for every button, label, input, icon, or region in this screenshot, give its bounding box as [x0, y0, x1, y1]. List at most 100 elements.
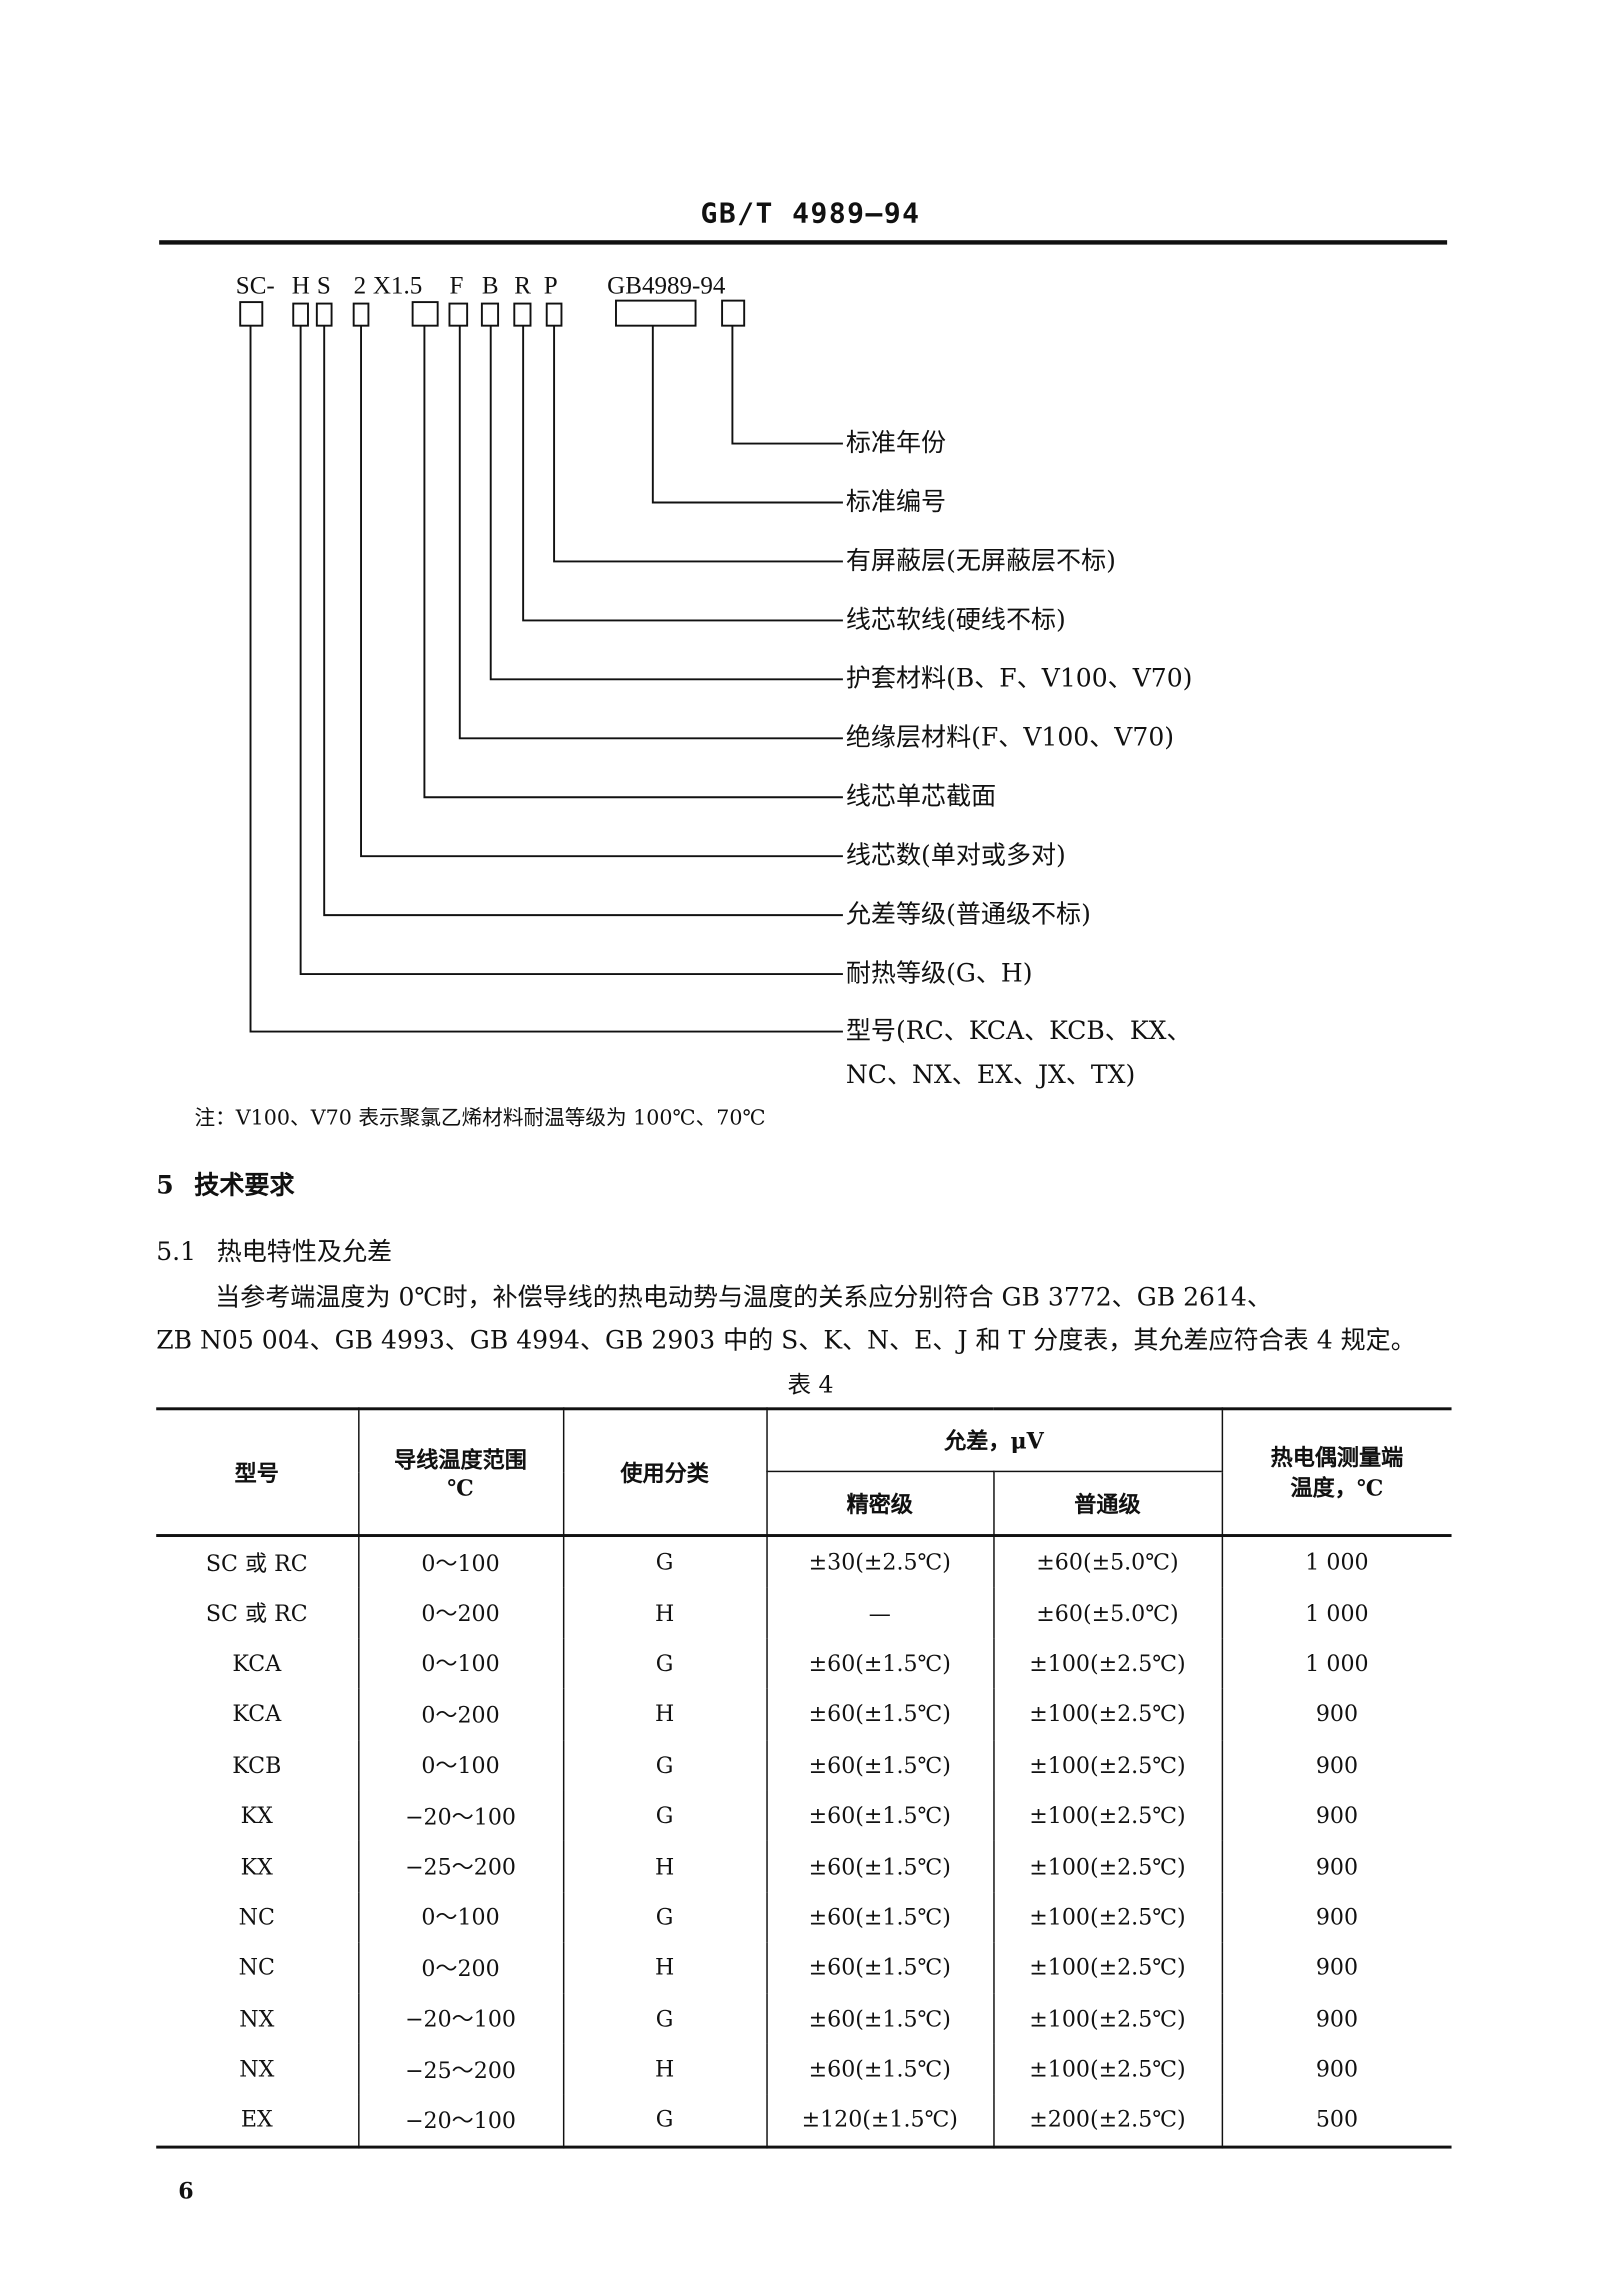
header-tc-temp: 热电偶测量端 温度，℃ [1220, 1408, 1452, 1536]
header-usage: 使用分类 [562, 1408, 768, 1536]
code-box [480, 302, 500, 327]
table-cell: SC 或 RC [156, 1535, 359, 1588]
table-cell: H [562, 1841, 768, 1892]
table-row: NX −25～200 H ±60(±1.5℃) ±100(±2.5℃) 900 [156, 2043, 1452, 2095]
section-title: 热电特性及允差 [216, 1237, 393, 1268]
code-box [615, 299, 697, 327]
table-row: NC 0～200 H ±60(±1.5℃) ±100(±2.5℃) 900 [156, 1942, 1452, 1994]
table-cell: ±60(±1.5℃) [765, 1891, 994, 1943]
code-part: GB4989-94 [607, 271, 726, 300]
table-cell: NC [156, 1891, 359, 1943]
table-cell: 900 [1220, 1739, 1452, 1791]
diagram-label: 有屏蔽层(无屏蔽层不标) [845, 546, 1116, 577]
table-cell: 900 [1220, 1689, 1452, 1740]
table-cell: ±100(±2.5℃) [992, 1739, 1223, 1791]
table-cell: G [562, 2094, 768, 2147]
table-cell: 0～100 [357, 1535, 564, 1588]
table-cell: 1 000 [1220, 1535, 1452, 1588]
table-cell: 1 000 [1220, 1587, 1452, 1639]
paragraph-line: ZB N05 004、GB 4993、GB 4994、GB 2903 中的 S、… [156, 1326, 1416, 1356]
code-part: H [291, 271, 310, 300]
table-cell: 0～100 [357, 1638, 564, 1690]
table-row: SC 或 RC 0～100 G ±30(±2.5℃) ±60(±5.0℃) 1 000 [156, 1535, 1452, 1588]
diagram-label: 允差等级(普通级不标) [845, 900, 1091, 930]
leader-line [731, 325, 843, 445]
table-cell: ±60(±1.5℃) [765, 1790, 994, 1842]
code-diagram-lines [239, 299, 843, 1033]
table-cell: 900 [1220, 1841, 1452, 1892]
table-cell: KCA [156, 1638, 359, 1690]
table-cell: ±100(±2.5℃) [992, 1790, 1223, 1842]
page-header-title: GB/T 4989—94 [700, 197, 921, 230]
table-cell: ±60(±5.0℃) [992, 1535, 1223, 1588]
table-cell: G [562, 1993, 768, 2044]
header-normal: 普通级 [992, 1470, 1222, 1536]
table-cell: ±60(±5.0℃) [992, 1587, 1223, 1639]
table-cell: ±60(±1.5℃) [765, 1689, 994, 1740]
paragraph-line: 当参考端温度为 0℃时，补偿导线的热电动势与温度的关系应分别符合 GB 3772… [215, 1283, 1272, 1314]
code-part: F [449, 271, 464, 300]
table-cell: 0～100 [357, 1891, 564, 1943]
code-box [292, 302, 309, 327]
table-caption: 表 4 [787, 1370, 834, 1399]
diagram-label: 线芯数(单对或多对) [845, 841, 1066, 871]
table-cell: H [562, 1689, 768, 1740]
table-cell: NX [156, 2043, 359, 2095]
diagram-label: 绝缘层材料(F、V100、V70) [845, 723, 1175, 754]
table-row: KCB 0～100 G ±60(±1.5℃) ±100(±2.5℃) 900 [156, 1739, 1452, 1791]
section-title: 技术要求 [194, 1171, 295, 1202]
code-part: B [481, 271, 499, 300]
section-5-1-heading: 5.1 热电特性及允差 [156, 1230, 392, 1267]
table-row: EX −20～100 G ±120(±1.5℃) ±200(±2.5℃) 500 [156, 2094, 1452, 2147]
table-row: SC 或 RC 0～200 H — ±60(±5.0℃) 1 000 [156, 1587, 1452, 1639]
table-cell: ±100(±2.5℃) [992, 1942, 1223, 1994]
table-cell: 500 [1220, 2094, 1452, 2147]
table-cell: EX [156, 2094, 359, 2147]
header-model: 型号 [156, 1408, 359, 1536]
table-row: KX −20～100 G ±60(±1.5℃) ±100(±2.5℃) 900 [156, 1790, 1452, 1842]
code-box [411, 301, 439, 327]
diagram-label: 标准年份 [845, 428, 947, 459]
leader-line [423, 325, 843, 799]
table-cell: ±60(±1.5℃) [765, 1638, 994, 1690]
header-precision: 精密级 [766, 1470, 994, 1536]
code-part: 2 [353, 271, 367, 300]
code-box [545, 302, 563, 327]
leader-line [323, 325, 843, 917]
table-cell: −25～200 [357, 2043, 564, 2095]
diagram-label: 线芯软线(硬线不标) [845, 605, 1066, 636]
section-number: 5.1 [156, 1237, 197, 1268]
table-row: KX −25～200 H ±60(±1.5℃) ±100(±2.5℃) 900 [156, 1841, 1452, 1892]
diagram-label: 标准编号 [845, 487, 947, 518]
leader-line [299, 325, 843, 976]
code-box [513, 302, 532, 327]
leader-line [651, 325, 843, 504]
table-cell: 0～200 [357, 1587, 564, 1639]
table-cell: G [562, 1535, 768, 1588]
table-cell: ±30(±2.5℃) [765, 1535, 994, 1588]
table-cell: ±60(±1.5℃) [765, 2043, 994, 2095]
note: 注：V100、V70 表示聚氯乙烯材料耐温等级为 100℃、70℃ [194, 1106, 766, 1131]
table-cell: 0～100 [357, 1739, 564, 1791]
table-cell: NX [156, 1993, 359, 2044]
diagram-label: 护套材料(B、F、V100、V70) [845, 664, 1193, 695]
table-row: NX −20～100 G ±60(±1.5℃) ±100(±2.5℃) 900 [156, 1993, 1452, 2044]
tolerance-table: 型号 导线温度范围 ℃ 使用分类 允差，μV 热电偶测量端 温度，℃ 精密级 普通级… [156, 1407, 1452, 2149]
table-cell: ±100(±2.5℃) [992, 1638, 1223, 1690]
table-cell: — [765, 1587, 994, 1639]
table-cell: NC [156, 1942, 359, 1994]
table-cell: 900 [1220, 1993, 1452, 2044]
table-cell: −25～200 [357, 1841, 564, 1892]
code-box [315, 302, 333, 327]
header-rule [159, 240, 1448, 245]
table-cell: KX [156, 1841, 359, 1892]
leader-line [522, 325, 843, 622]
table-row: KCA 0～100 G ±60(±1.5℃) ±100(±2.5℃) 1 000 [156, 1638, 1452, 1690]
leader-line [249, 325, 843, 1033]
table-cell: G [562, 1891, 768, 1943]
diagram-label: 型号(RC、KCA、KCB、KX、 [845, 1016, 1192, 1047]
table-row: NC 0～100 G ±60(±1.5℃) ±100(±2.5℃) 900 [156, 1891, 1452, 1943]
table-cell: G [562, 1739, 768, 1791]
table-cell: ±200(±2.5℃) [992, 2094, 1223, 2147]
